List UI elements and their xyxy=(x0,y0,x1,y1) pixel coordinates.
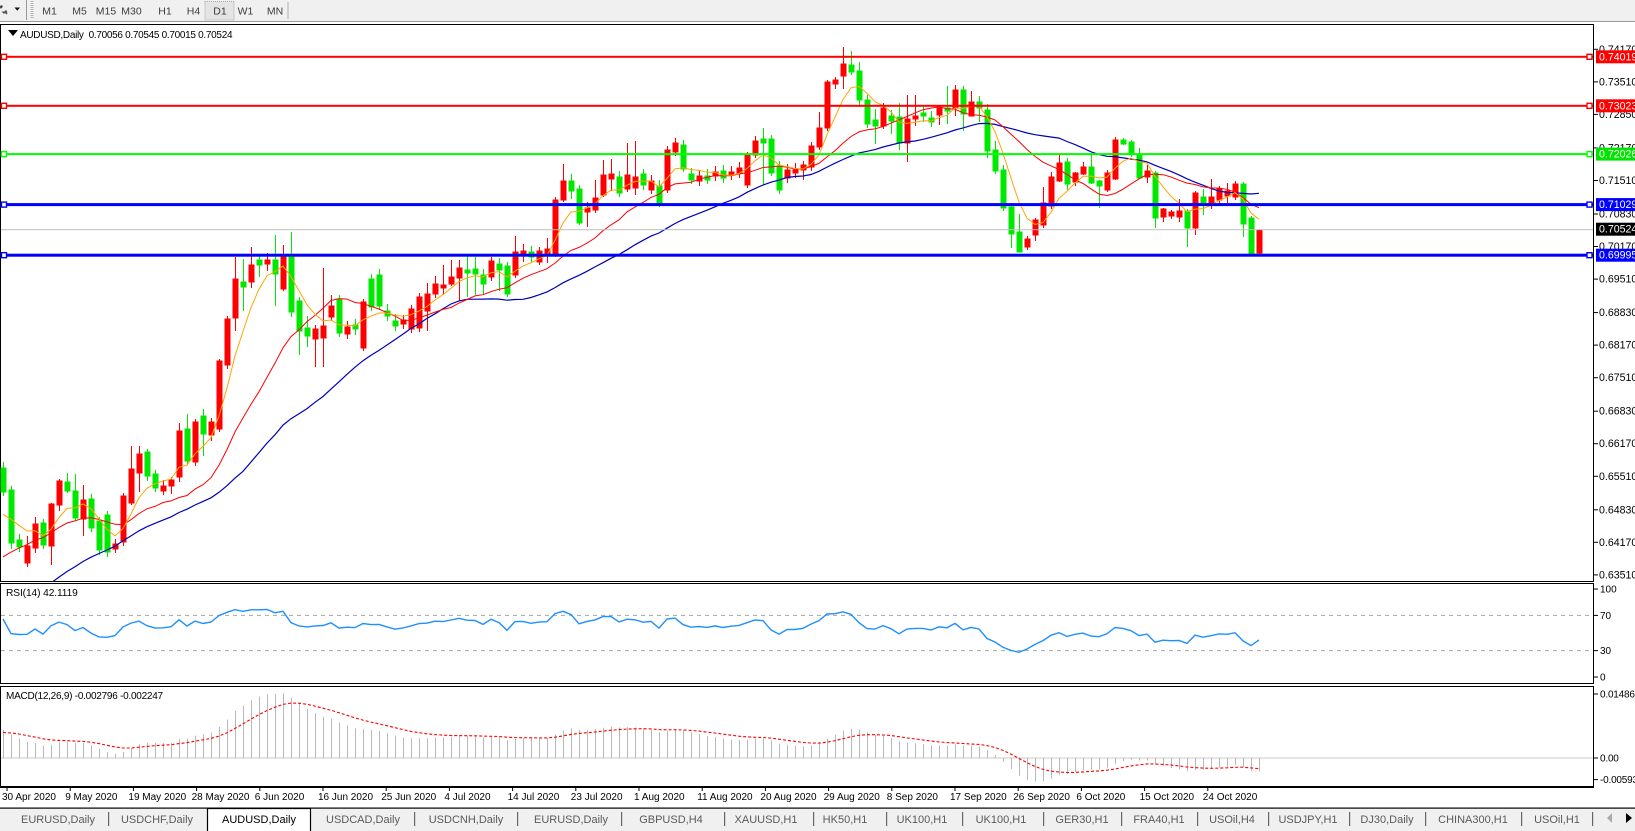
svg-text:AUDUSD,Daily 0.70056 0.70545: AUDUSD,Daily 0.70056 0.70545 0.70015 0.7… xyxy=(20,30,233,41)
svg-text:30 Apr 2020: 30 Apr 2020 xyxy=(2,792,56,803)
svg-text:0.73510: 0.73510 xyxy=(1599,76,1635,88)
svg-text:EURUSD,Daily: EURUSD,Daily xyxy=(21,814,95,826)
svg-text:25 Jun 2020: 25 Jun 2020 xyxy=(381,792,436,803)
svg-text:0.68830: 0.68830 xyxy=(1599,307,1635,319)
svg-text:28 May 2020: 28 May 2020 xyxy=(192,792,250,803)
svg-text:USOil,H1: USOil,H1 xyxy=(1534,814,1580,826)
svg-text:70: 70 xyxy=(1600,611,1612,622)
svg-text:0.74019: 0.74019 xyxy=(1599,51,1635,63)
svg-text:HK50,H1: HK50,H1 xyxy=(823,814,868,826)
svg-text:30: 30 xyxy=(1600,646,1612,657)
svg-text:GBPUSD,H4: GBPUSD,H4 xyxy=(639,814,703,826)
svg-text:4 Jul 2020: 4 Jul 2020 xyxy=(444,792,491,803)
svg-text:11 Aug 2020: 11 Aug 2020 xyxy=(697,792,753,803)
svg-text:0.64830: 0.64830 xyxy=(1599,504,1635,516)
svg-text:USDJPY,H1: USDJPY,H1 xyxy=(1278,814,1337,826)
svg-text:D1: D1 xyxy=(213,6,227,18)
svg-text:CHINA300,H1: CHINA300,H1 xyxy=(1438,814,1508,826)
svg-text:DJ30,Daily: DJ30,Daily xyxy=(1360,814,1414,826)
svg-text:0.69510: 0.69510 xyxy=(1599,274,1635,286)
svg-text:6 Oct 2020: 6 Oct 2020 xyxy=(1076,792,1125,803)
svg-text:15 Oct 2020: 15 Oct 2020 xyxy=(1140,792,1195,803)
svg-text:0.67510: 0.67510 xyxy=(1599,372,1635,384)
svg-text:9 May 2020: 9 May 2020 xyxy=(65,792,118,803)
svg-text:0.66830: 0.66830 xyxy=(1599,406,1635,418)
svg-text:MACD(12,26,9) -0.002796 -0.002: MACD(12,26,9) -0.002796 -0.002247 xyxy=(6,691,164,702)
svg-text:26 Sep 2020: 26 Sep 2020 xyxy=(1013,792,1070,803)
svg-text:16 Jun 2020: 16 Jun 2020 xyxy=(318,792,373,803)
svg-text:UK100,H1: UK100,H1 xyxy=(897,814,948,826)
svg-text:-0.005938: -0.005938 xyxy=(1600,775,1635,786)
svg-text:0.014861: 0.014861 xyxy=(1600,690,1635,701)
svg-text:0.70524: 0.70524 xyxy=(1599,224,1635,236)
svg-text:0.71029: 0.71029 xyxy=(1599,199,1635,211)
svg-text:H4: H4 xyxy=(187,6,201,18)
svg-text:0.69995: 0.69995 xyxy=(1599,250,1635,262)
svg-text:RSI(14) 42.1119: RSI(14) 42.1119 xyxy=(6,588,78,599)
svg-text:14 Jul 2020: 14 Jul 2020 xyxy=(508,792,560,803)
svg-text:UK100,H1: UK100,H1 xyxy=(976,814,1027,826)
svg-text:0.63510: 0.63510 xyxy=(1599,569,1635,581)
svg-text:M15: M15 xyxy=(96,6,117,18)
svg-text:1 Aug 2020: 1 Aug 2020 xyxy=(634,792,685,803)
svg-text:USDCHF,Daily: USDCHF,Daily xyxy=(121,814,194,826)
svg-text:0.66170: 0.66170 xyxy=(1599,438,1635,450)
svg-text:XAUUSD,H1: XAUUSD,H1 xyxy=(735,814,798,826)
svg-text:USOil,H4: USOil,H4 xyxy=(1209,814,1255,826)
svg-text:0.68170: 0.68170 xyxy=(1599,340,1635,352)
svg-text:0.70830: 0.70830 xyxy=(1599,209,1635,221)
svg-text:24 Oct 2020: 24 Oct 2020 xyxy=(1203,792,1258,803)
svg-text:USDCNH,Daily: USDCNH,Daily xyxy=(429,814,504,826)
svg-text:AUDUSD,Daily: AUDUSD,Daily xyxy=(222,814,296,826)
svg-text:USDCAD,Daily: USDCAD,Daily xyxy=(326,814,400,826)
svg-text:19 May 2020: 19 May 2020 xyxy=(128,792,186,803)
svg-text:23 Jul 2020: 23 Jul 2020 xyxy=(571,792,623,803)
svg-text:0.64170: 0.64170 xyxy=(1599,537,1635,549)
svg-text:FRA40,H1: FRA40,H1 xyxy=(1133,814,1184,826)
svg-text:0.71510: 0.71510 xyxy=(1599,175,1635,187)
svg-text:0.72026: 0.72026 xyxy=(1599,149,1635,161)
svg-text:20 Aug 2020: 20 Aug 2020 xyxy=(760,792,817,803)
svg-text:EURUSD,Daily: EURUSD,Daily xyxy=(534,814,608,826)
svg-text:6 Jun 2020: 6 Jun 2020 xyxy=(255,792,305,803)
svg-text:100: 100 xyxy=(1600,585,1617,596)
svg-text:M30: M30 xyxy=(121,6,142,18)
svg-text:29 Aug 2020: 29 Aug 2020 xyxy=(824,792,881,803)
svg-text:8 Sep 2020: 8 Sep 2020 xyxy=(887,792,939,803)
svg-text:W1: W1 xyxy=(238,6,254,18)
svg-text:GER30,H1: GER30,H1 xyxy=(1055,814,1108,826)
svg-text:0.00: 0.00 xyxy=(1600,754,1619,765)
svg-text:MN: MN xyxy=(267,6,283,18)
svg-text:0.73023: 0.73023 xyxy=(1599,100,1635,112)
svg-text:M1: M1 xyxy=(42,6,57,18)
svg-text:0.65510: 0.65510 xyxy=(1599,471,1635,483)
svg-text:0: 0 xyxy=(1600,673,1606,684)
svg-text:M5: M5 xyxy=(72,6,87,18)
svg-text:17 Sep 2020: 17 Sep 2020 xyxy=(950,792,1007,803)
svg-text:H1: H1 xyxy=(158,6,172,18)
